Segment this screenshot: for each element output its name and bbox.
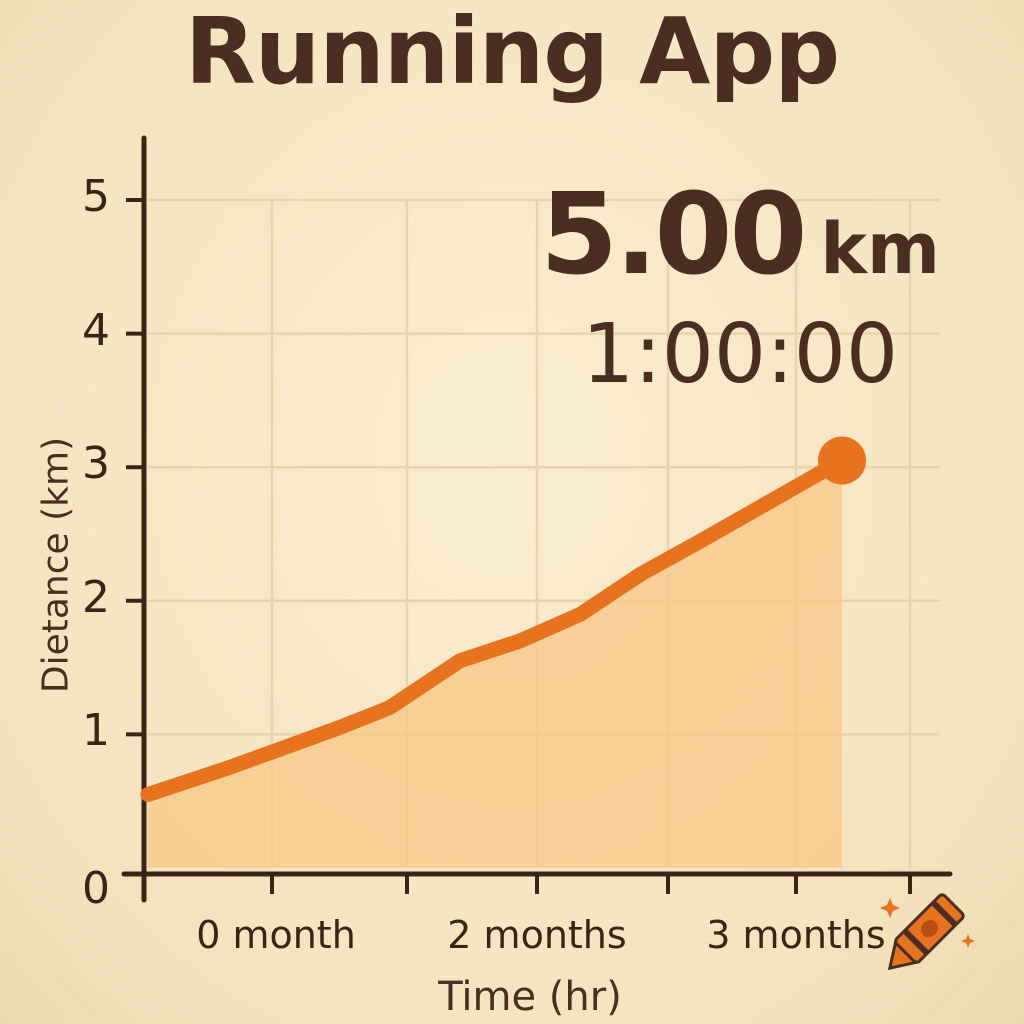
y-axis-label: Dietance (km) — [35, 436, 77, 694]
chart-axes — [121, 135, 953, 903]
x-tick-label: 2 months — [447, 913, 627, 957]
distance-unit: km — [820, 208, 940, 290]
y-tick-label: 2 — [82, 571, 110, 623]
distance-readout: 5.00 km — [520, 170, 960, 333]
x-axis-label: Time (hr) — [438, 974, 622, 1020]
x-tick-label: 3 months — [706, 913, 886, 957]
distance-value: 5.00 — [540, 170, 807, 300]
y-tick-label: 4 — [82, 304, 110, 356]
y-tick-label: 0 — [82, 863, 110, 914]
endpoint-marker — [818, 436, 866, 485]
y-tick-label: 5 — [82, 171, 110, 222]
x-tick-label: 0 month — [196, 913, 356, 957]
y-tick-label: 3 — [82, 438, 110, 490]
y-tick-label: 1 — [82, 705, 110, 757]
app-title: Running App — [184, 0, 840, 105]
crayon-icon — [880, 893, 975, 971]
duration-readout: 1:00:00 — [581, 307, 899, 402]
